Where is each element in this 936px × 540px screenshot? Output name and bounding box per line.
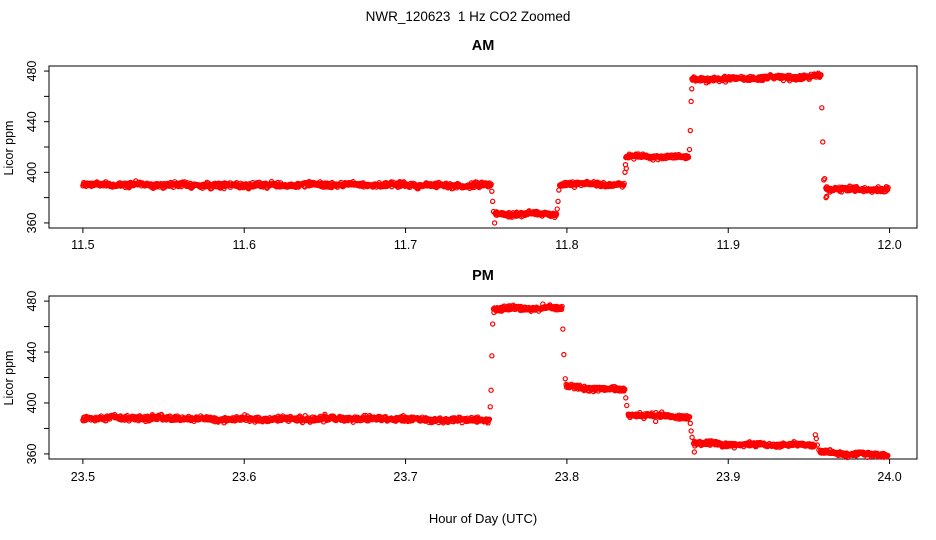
x-tick-label: 11.7 — [394, 238, 417, 252]
x-tick-label: 24.0 — [877, 470, 901, 484]
y-tick-label: 480 — [25, 291, 39, 312]
x-tick-label: 23.7 — [393, 470, 417, 484]
plot-box — [48, 65, 918, 229]
panel-pm: 23.5 23.6 23.7 23.8 23.9 24.0 360 400 440 480 — [25, 291, 918, 484]
y-tick-label: 360 — [25, 212, 39, 233]
y-tick-label: 440 — [25, 111, 39, 132]
x-tick-label: 23.8 — [555, 470, 579, 484]
x-tick-label: 23.5 — [71, 470, 95, 484]
x-tick-label: 23.6 — [232, 470, 256, 484]
y-tick-label: 360 — [25, 443, 39, 464]
am-series — [80, 70, 891, 226]
x-axis-label: Hour of Day (UTC) — [428, 511, 538, 526]
pm-series — [80, 301, 891, 461]
y-tick-label: 480 — [25, 61, 39, 82]
x-tick-label: 23.9 — [716, 470, 740, 484]
main-title: NWR_120623 1 Hz CO2 Zoomed — [365, 9, 571, 24]
x-tick-label: 11.5 — [71, 238, 94, 252]
x-tick-label: 11.6 — [233, 238, 256, 252]
plot-box — [48, 295, 918, 460]
panel-title-am: AM — [471, 38, 495, 54]
panel-title-pm: PM — [472, 268, 494, 284]
y-tick-label: 440 — [25, 342, 39, 363]
x-tick-label: 11.8 — [555, 238, 578, 252]
y-tick-label: 400 — [25, 392, 39, 413]
panel-am: 11.5 11.6 11.7 11.8 11.9 12.0 360 400 440 480 — [25, 61, 918, 252]
x-tick-label: 12.0 — [877, 238, 901, 252]
x-tick-label: 11.9 — [717, 238, 740, 252]
y-tick-label: 400 — [25, 162, 39, 183]
